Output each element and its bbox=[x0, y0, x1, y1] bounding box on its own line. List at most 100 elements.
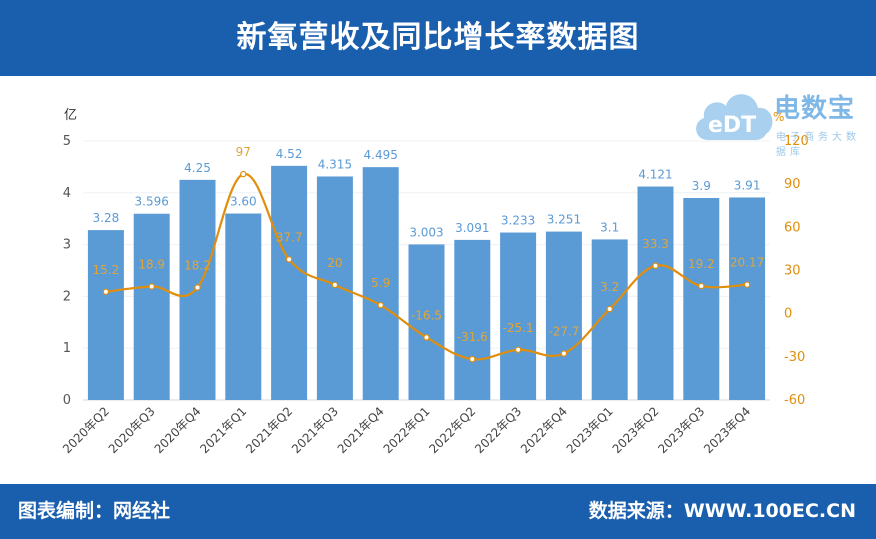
bar-value-label: 4.315 bbox=[318, 157, 352, 171]
y2-tick-label: 120 bbox=[784, 134, 809, 149]
growth-value-label: 37.7 bbox=[276, 230, 303, 244]
growth-value-label: 97 bbox=[236, 145, 251, 159]
bar-value-label: 3.91 bbox=[734, 178, 761, 192]
logo: eDT 电数宝 电子商务大数据库 bbox=[690, 82, 870, 158]
bar-value-label: 4.495 bbox=[364, 148, 398, 162]
bar bbox=[271, 165, 308, 400]
growth-point bbox=[514, 346, 522, 353]
growth-value-label: 20.17 bbox=[730, 256, 764, 270]
cloud-logo-icon: eDT bbox=[696, 94, 773, 140]
growth-point bbox=[743, 281, 751, 288]
logo-subtext: 电子商务大数据库 bbox=[776, 132, 860, 158]
header-bar: 新氧营收及同比增长率数据图 bbox=[0, 0, 876, 76]
growth-value-label: -31.6 bbox=[457, 330, 488, 344]
bar bbox=[683, 197, 720, 400]
growth-point bbox=[652, 262, 659, 269]
growth-value-label: 5.9 bbox=[371, 276, 390, 290]
growth-value-label: -25.1 bbox=[503, 321, 534, 335]
growth-line bbox=[105, 172, 748, 361]
x-tick-label: 2022年Q2 bbox=[426, 404, 478, 456]
bar-value-label: 3.233 bbox=[501, 214, 535, 228]
logo-cloud-text: eDT bbox=[708, 113, 756, 138]
x-tick-label: 2021年Q1 bbox=[197, 404, 249, 456]
bar bbox=[225, 213, 262, 400]
growth-value-label: 19.2 bbox=[688, 257, 715, 271]
growth-point bbox=[377, 301, 384, 309]
growth-point bbox=[560, 350, 568, 357]
x-tick-label: 2023年Q4 bbox=[701, 404, 753, 456]
growth-point bbox=[331, 281, 339, 289]
footer-bar: 图表编制：网经社 数据来源：WWW.100EC.CN bbox=[0, 484, 876, 539]
bar bbox=[408, 244, 445, 400]
bar bbox=[500, 232, 537, 400]
growth-point bbox=[423, 334, 430, 341]
x-tick-label: 2022年Q1 bbox=[381, 404, 433, 456]
y2-tick-label: 30 bbox=[784, 264, 801, 279]
growth-value-label: 18.2 bbox=[184, 258, 211, 272]
bar bbox=[362, 167, 399, 400]
bar-value-label: 4.25 bbox=[184, 161, 211, 175]
bar-value-label: 3.9 bbox=[692, 179, 711, 193]
growth-point bbox=[102, 288, 110, 295]
bar-value-label: 3.091 bbox=[455, 221, 489, 235]
bar-value-label: 4.52 bbox=[276, 147, 303, 161]
growth-point bbox=[240, 170, 247, 178]
y-axis-label: 亿 bbox=[64, 108, 77, 123]
growth-value-label: -16.5 bbox=[411, 308, 442, 322]
y2-tick-label: 0 bbox=[784, 307, 792, 322]
x-tick-label: 2021年Q2 bbox=[243, 404, 295, 456]
growth-value-label: 18.9 bbox=[138, 257, 165, 271]
bar-value-label: 3.60 bbox=[230, 195, 257, 209]
growth-value-label: 15.2 bbox=[93, 263, 120, 277]
page-title: 新氧营收及同比增长率数据图 bbox=[236, 20, 640, 55]
x-tick-label: 2021年Q3 bbox=[289, 404, 341, 456]
growth-value-label: -27.7 bbox=[548, 325, 579, 339]
x-tick-label: 2020年Q3 bbox=[106, 404, 158, 456]
x-tick-label: 2022年Q4 bbox=[518, 404, 570, 456]
bar-value-label: 3.251 bbox=[547, 213, 581, 227]
chart: 0 1 2 3 4 5 -60 -30 0 30 60 90 120 亿 % 3.28 3.596 4.25 3.6… bbox=[60, 108, 809, 456]
footer-source: 数据来源：WWW.100EC.CN bbox=[588, 500, 856, 522]
y-tick-label: 2 bbox=[63, 289, 71, 304]
bar bbox=[87, 230, 124, 400]
logo-text: 电数宝 bbox=[774, 94, 856, 124]
y2-tick-label: 60 bbox=[784, 220, 801, 235]
bar-value-label: 3.28 bbox=[93, 211, 120, 225]
y-tick-label: 3 bbox=[63, 238, 71, 253]
y-tick-label: 1 bbox=[63, 341, 71, 356]
growth-point bbox=[698, 282, 705, 290]
bar bbox=[637, 186, 674, 400]
bar-value-label: 3.596 bbox=[135, 195, 169, 209]
x-tick-label: 2023年Q2 bbox=[610, 404, 662, 456]
y2-tick-label: -30 bbox=[784, 350, 805, 365]
bar bbox=[454, 239, 491, 400]
growth-value-label: 20 bbox=[327, 256, 342, 270]
bar bbox=[316, 176, 353, 400]
x-tick-label: 2023年Q1 bbox=[564, 404, 616, 456]
growth-point bbox=[194, 284, 201, 291]
y-tick-label: 5 bbox=[63, 134, 71, 149]
y2-tick-label: 90 bbox=[784, 177, 801, 192]
y-tick-label: 4 bbox=[63, 186, 71, 201]
y2-tick-label: -60 bbox=[784, 393, 805, 408]
footer-credit: 图表编制：网经社 bbox=[18, 500, 171, 522]
bar bbox=[545, 231, 582, 400]
growth-point bbox=[285, 256, 293, 263]
growth-point bbox=[148, 283, 155, 290]
x-tick-label: 2022年Q3 bbox=[472, 404, 524, 456]
bar-value-label: 4.121 bbox=[638, 168, 672, 182]
x-tick-label: 2023年Q3 bbox=[655, 404, 707, 456]
x-tick-label: 2021年Q4 bbox=[335, 404, 387, 456]
growth-value-label: 33.3 bbox=[642, 237, 669, 251]
y2-axis-label: % bbox=[773, 110, 784, 124]
bar bbox=[729, 197, 766, 400]
growth-value-label: 3.2 bbox=[600, 280, 619, 294]
bar bbox=[591, 239, 628, 400]
y-tick-label: 0 bbox=[63, 393, 71, 408]
x-tick-label: 2020年Q4 bbox=[152, 404, 204, 456]
bar bbox=[133, 213, 170, 400]
x-tick-label: 2020年Q2 bbox=[60, 404, 112, 456]
growth-point bbox=[606, 305, 613, 313]
bar-value-label: 3.1 bbox=[600, 220, 619, 234]
